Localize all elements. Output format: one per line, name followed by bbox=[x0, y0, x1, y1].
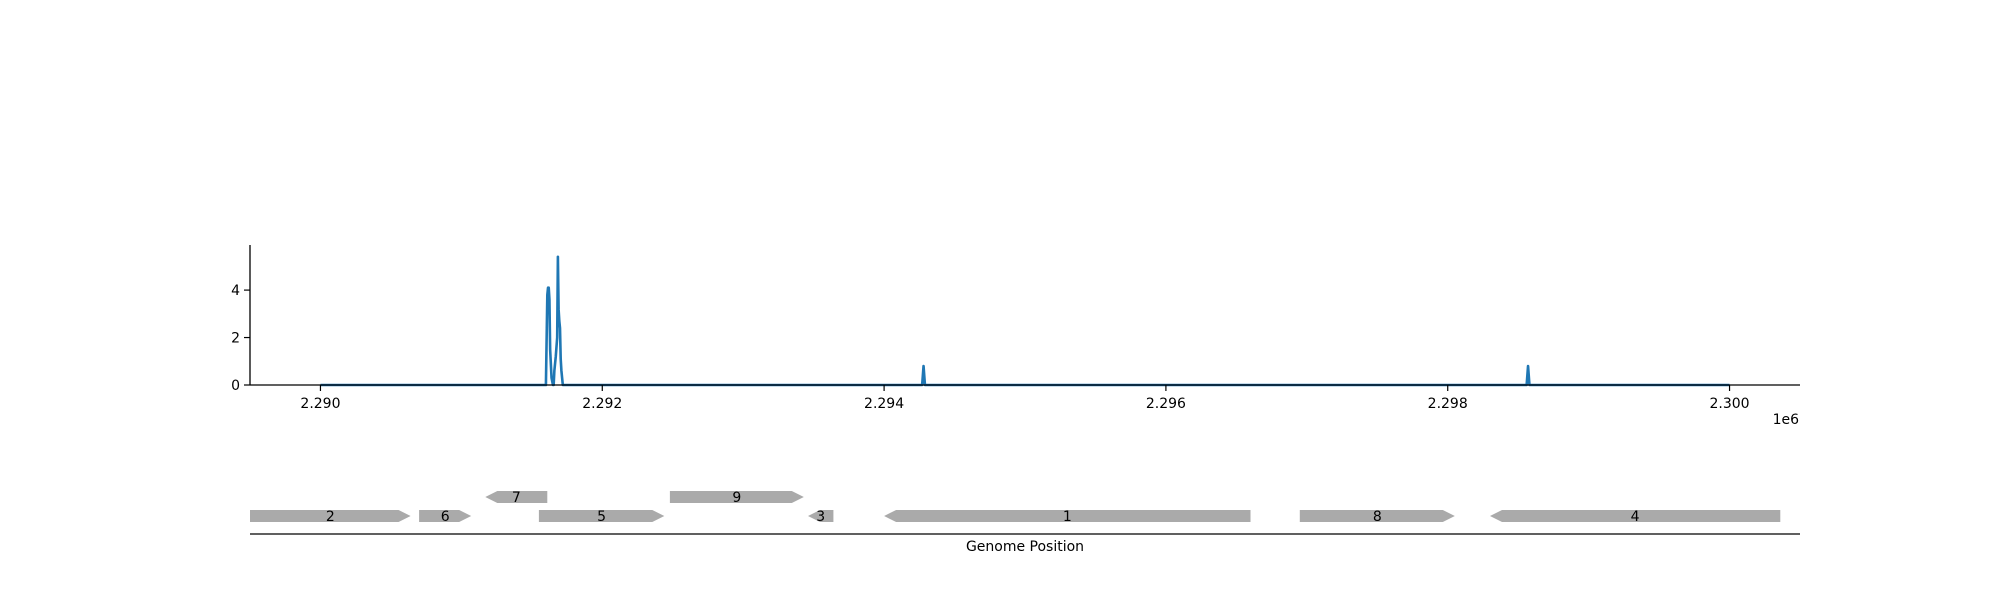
y-tick-label: 2 bbox=[231, 331, 240, 347]
x-tick-label: 2.296 bbox=[1146, 396, 1186, 412]
gene-feature-label: 5 bbox=[597, 509, 606, 525]
y-axis-ticks: 0 2 4 bbox=[231, 283, 250, 394]
gene-feature-arrow bbox=[884, 510, 1251, 522]
gene-feature-label: 6 bbox=[441, 509, 450, 525]
gene-feature-arrow bbox=[250, 510, 411, 522]
coverage-line-layer bbox=[320, 255, 1730, 387]
gene-feature-arrow bbox=[808, 510, 834, 522]
x-tick-label: 2.300 bbox=[1709, 396, 1749, 412]
x-tick-label: 2.298 bbox=[1428, 396, 1468, 412]
gene-feature-arrow bbox=[419, 510, 472, 522]
gene-feature-arrow bbox=[1299, 510, 1455, 522]
gene-feature-arrow bbox=[538, 510, 665, 522]
gene-feature-label: 7 bbox=[512, 490, 521, 506]
x-axis-ticks: 2.290 2.292 2.294 2.296 2.298 2.300 bbox=[300, 385, 1750, 412]
coverage-series-line-0 bbox=[320, 255, 1730, 387]
gene-feature-label: 2 bbox=[326, 509, 335, 525]
gene-feature-label: 1 bbox=[1063, 509, 1072, 525]
x-tick-label: 2.294 bbox=[864, 396, 904, 412]
gene-feature-label: 9 bbox=[732, 490, 741, 506]
y-tick-label: 4 bbox=[231, 283, 240, 299]
x-tick-label: 2.292 bbox=[582, 396, 622, 412]
gene-features: 2 6 7 5 9 3 1 8 4 bbox=[250, 490, 1781, 525]
gene-feature-label: 4 bbox=[1631, 509, 1640, 525]
x-axis-label: Genome Position bbox=[966, 539, 1084, 555]
x-tick-label: 2.290 bbox=[300, 396, 340, 412]
gene-track: 2 6 7 5 9 3 1 8 4 Genome Position bbox=[250, 490, 1800, 555]
y-tick-label: 0 bbox=[231, 378, 240, 394]
gene-feature-label: 8 bbox=[1373, 509, 1382, 525]
x-axis-offset-label: 1e6 bbox=[1773, 412, 1800, 428]
coverage-plot: 0 2 4 2.290 2.292 2.294 2.296 2.298 2.300 1e6 bbox=[231, 245, 1800, 428]
gene-feature-arrow bbox=[669, 491, 804, 503]
gene-feature-arrow bbox=[485, 491, 548, 503]
gene-feature-arrow bbox=[1490, 510, 1781, 522]
gene-feature-label: 3 bbox=[816, 509, 825, 525]
